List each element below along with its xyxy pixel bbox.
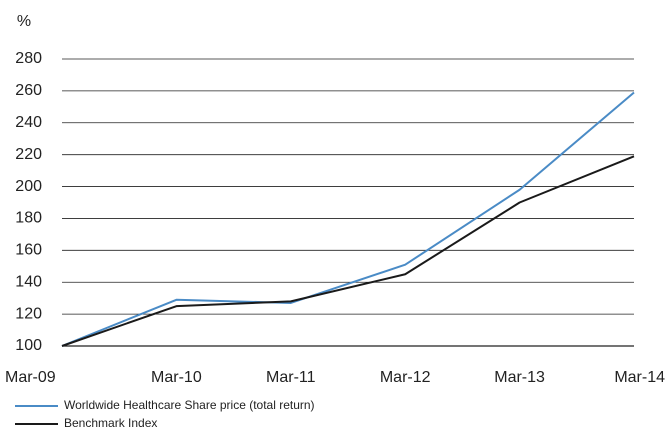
x-tick-label: Mar-14 xyxy=(614,369,665,386)
x-tick-label: Mar-11 xyxy=(266,369,316,386)
y-tick-label: 200 xyxy=(15,178,42,195)
legend-text: Worldwide Healthcare Share price (total … xyxy=(64,398,315,412)
legend-text: Benchmark Index xyxy=(64,416,157,430)
x-tick-label: Mar-09 xyxy=(5,369,56,386)
x-tick-label: Mar-13 xyxy=(494,369,545,386)
y-tick-label: 260 xyxy=(15,82,42,99)
y-tick-label: 120 xyxy=(15,305,42,322)
y-tick-label: 140 xyxy=(15,273,42,290)
y-tick-label: 280 xyxy=(15,50,42,67)
x-tick-label: Mar-10 xyxy=(151,369,202,386)
series-line xyxy=(61,91,635,347)
y-tick-label: 160 xyxy=(15,242,42,259)
y-tick-label: 180 xyxy=(15,210,42,227)
y-tick-label: 100 xyxy=(15,337,42,354)
y-axis-label: % xyxy=(17,13,31,30)
series-line xyxy=(61,155,635,347)
y-tick-label: 240 xyxy=(15,114,42,131)
x-tick-label: Mar-12 xyxy=(380,369,431,386)
y-tick-label: 220 xyxy=(15,146,42,163)
